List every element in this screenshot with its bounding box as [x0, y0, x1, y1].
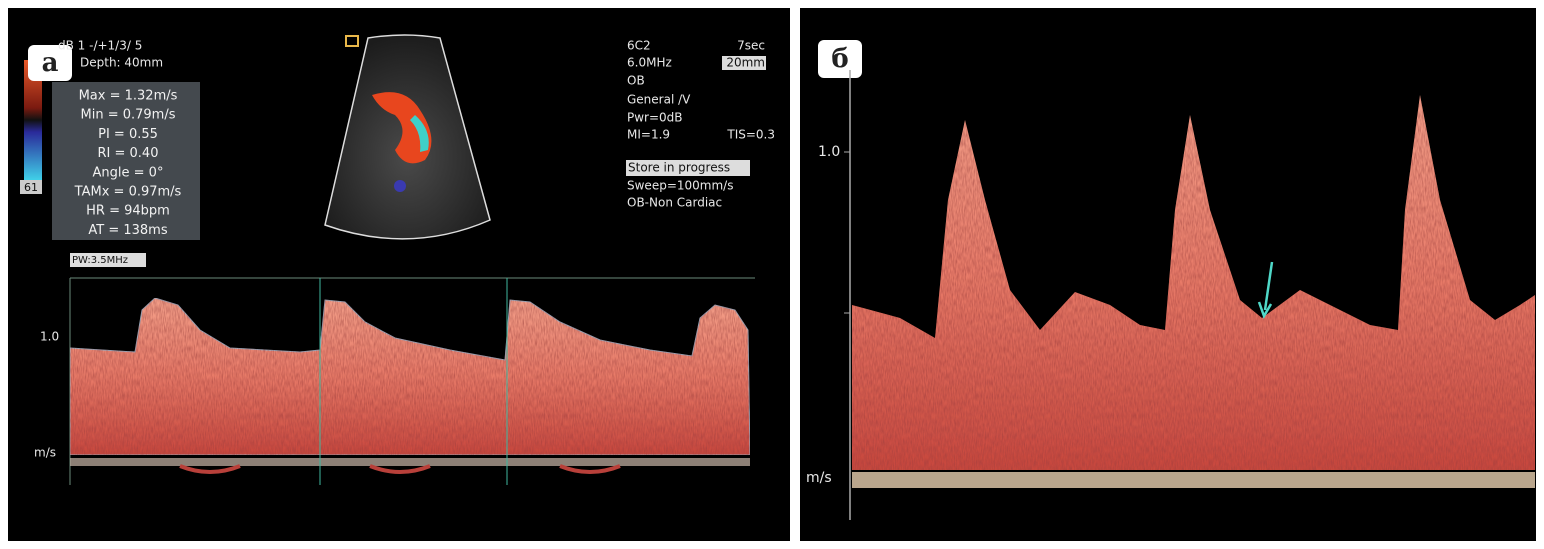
status: Store in progress	[628, 161, 730, 175]
setting: 20mm	[726, 56, 765, 70]
baseline	[70, 458, 750, 466]
measurement: TAMx = 0.97m/s	[74, 185, 182, 200]
setting: 6C2	[627, 39, 651, 53]
probe-label: PW:3.5MHz	[72, 255, 128, 266]
measurement: HR = 94bpm	[86, 204, 170, 219]
color-flow	[394, 180, 406, 192]
axis-tick: 1.0	[818, 144, 840, 160]
panel-label: б	[831, 44, 848, 74]
setting: OB	[627, 74, 645, 88]
setting: General /V	[627, 93, 691, 107]
measurement: Angle = 0°	[93, 165, 164, 180]
sweep: Sweep=100mm/s	[627, 179, 733, 193]
measurement: Max = 1.32m/s	[79, 89, 178, 104]
header-text: Depth: 40mm	[80, 56, 163, 70]
measurement: PI = 0.55	[98, 127, 158, 142]
panel-label: а	[42, 48, 59, 78]
measurement: Min = 0.79m/s	[81, 108, 176, 123]
axis-unit: m/s	[806, 470, 832, 486]
preset: OB-Non Cardiac	[627, 196, 722, 210]
measurement: RI = 0.40	[98, 146, 159, 161]
baseline	[852, 472, 1535, 488]
measurement: AT = 138ms	[88, 223, 167, 238]
color-scale: 61	[24, 181, 38, 194]
header-text: dB 1 -/+1/3/ 5	[58, 39, 142, 53]
setting: MI=1.9	[627, 128, 670, 142]
axis-unit: m/s	[34, 446, 56, 460]
setting: 6.0MHz	[627, 56, 672, 70]
setting: TIS=0.3	[726, 128, 775, 142]
screenshot: а dB 1 -/+1/3/ 5 Depth: 40mm Max = 1.32m…	[0, 0, 1544, 549]
setting: 7sec	[737, 39, 765, 53]
setting: Pwr=0dB	[627, 111, 683, 125]
axis-tick: 1.0	[40, 330, 59, 344]
